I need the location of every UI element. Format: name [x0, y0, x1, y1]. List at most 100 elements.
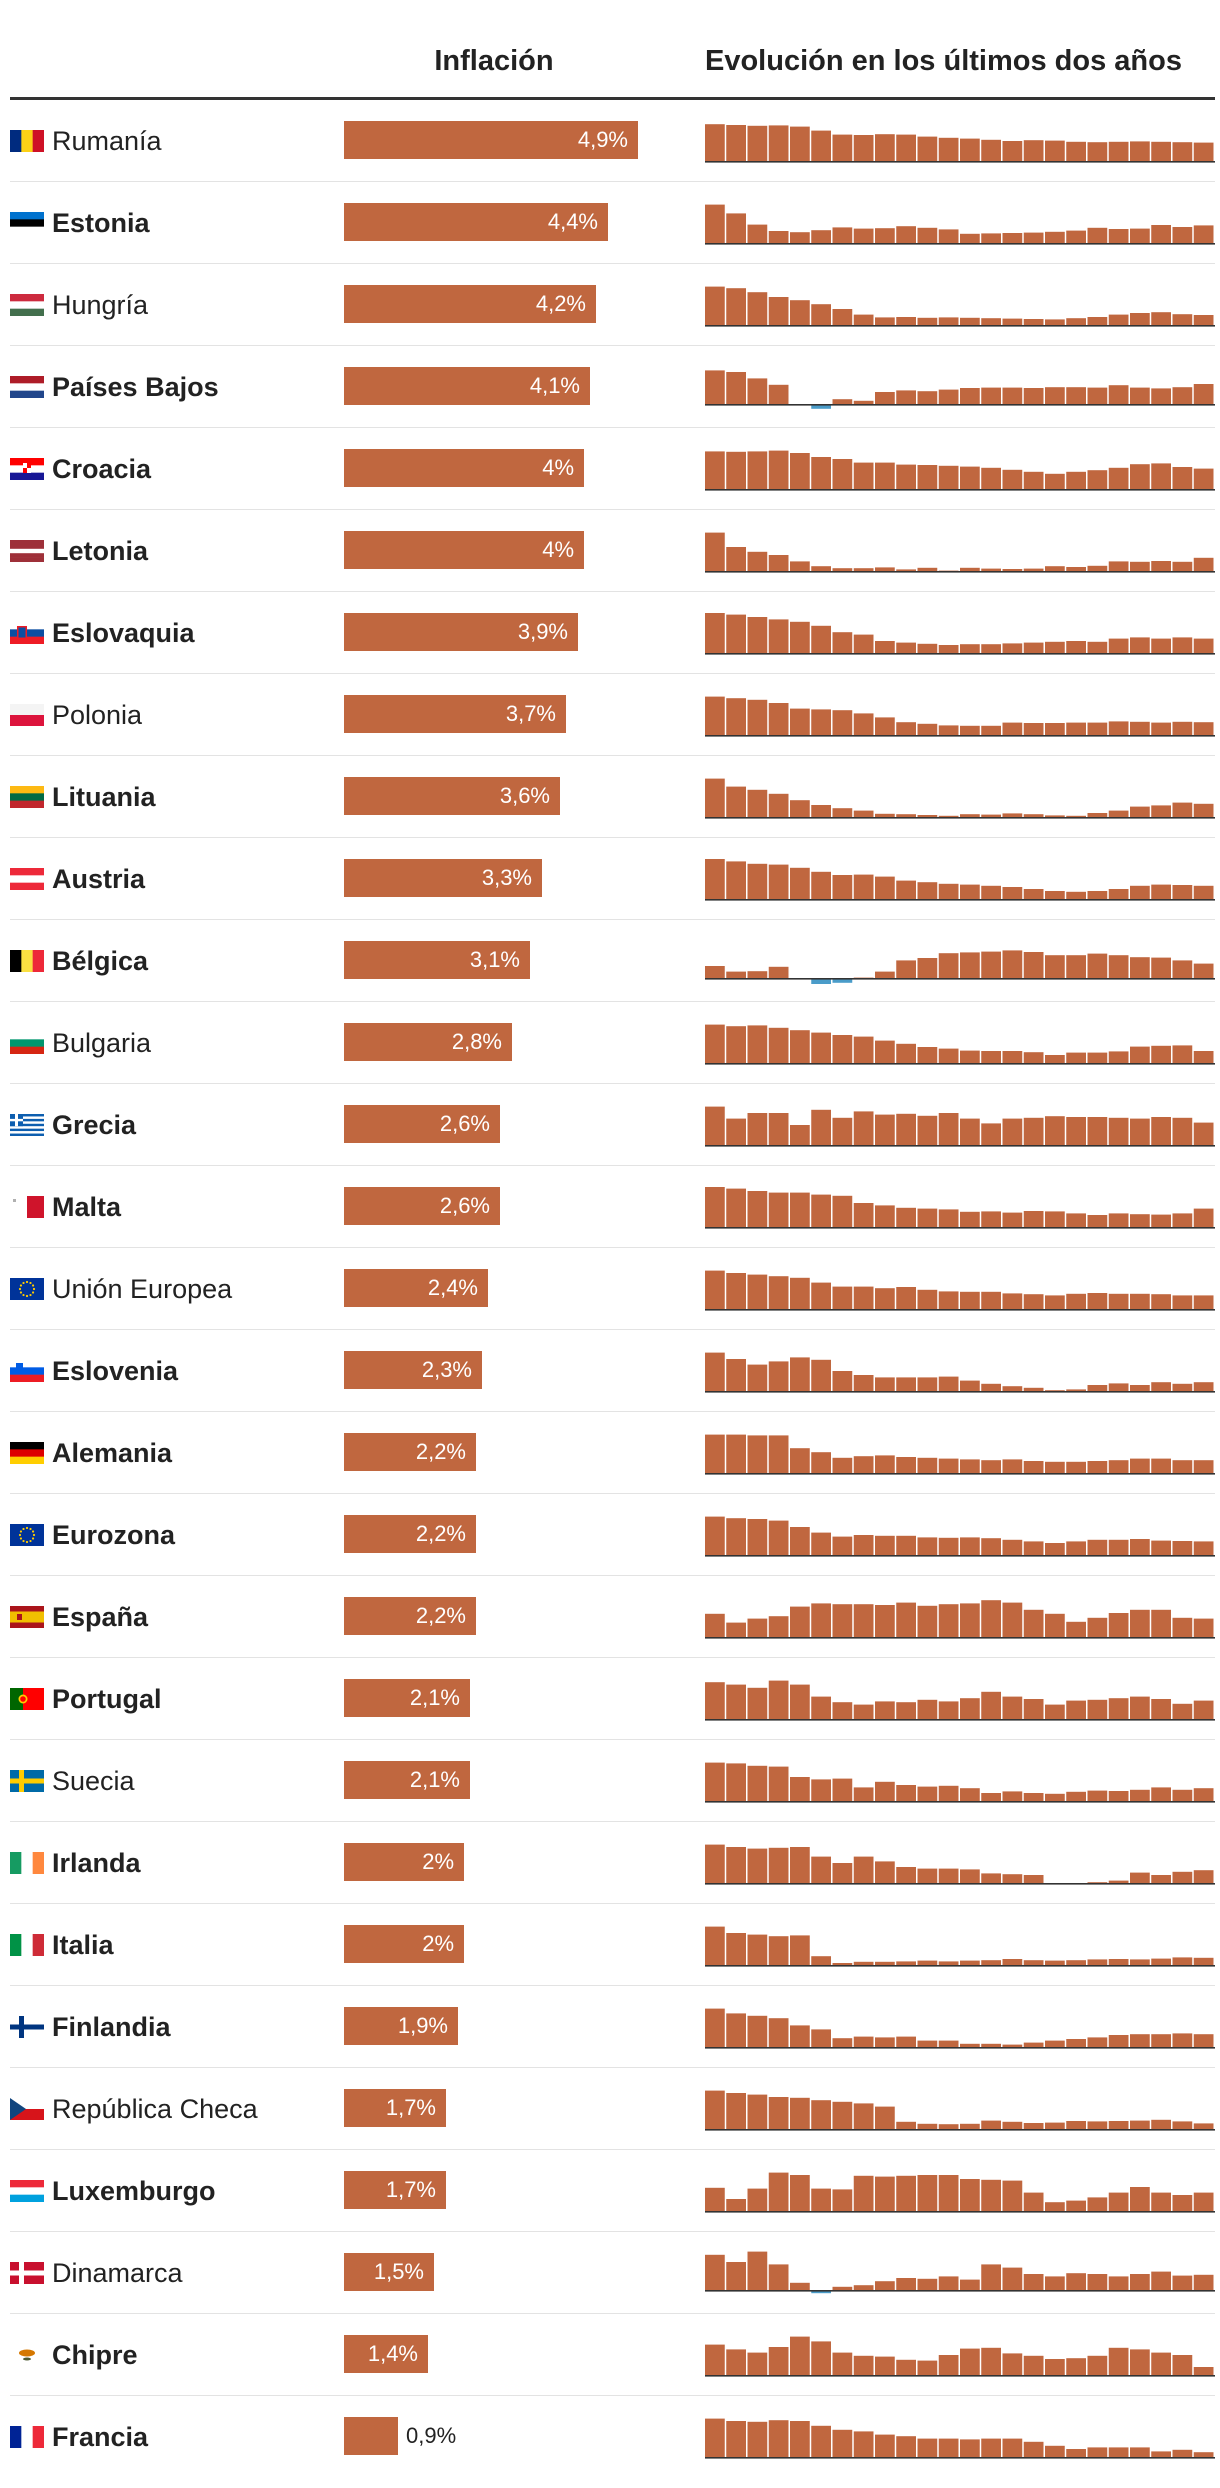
evolution-sparkline: [705, 286, 1215, 327]
sparkline-bar: [726, 1434, 746, 1473]
sparkline-bar: [896, 569, 916, 571]
sparkline-bar: [790, 1125, 810, 1145]
sparkline-bar: [811, 566, 831, 571]
sparkline-bar: [811, 1032, 831, 1063]
sparkline-bar: [1172, 387, 1193, 404]
sparkline-bar: [811, 1696, 831, 1719]
sparkline-bar: [853, 634, 874, 653]
sparkline-bar: [1002, 1696, 1023, 1719]
sparkline-bar: [811, 1603, 831, 1637]
country-name: Malta: [52, 1192, 122, 1222]
sparkline-bar: [705, 1187, 725, 1227]
inflation-bar: [344, 1843, 464, 1881]
sparkline-bar: [1023, 1117, 1044, 1145]
sparkline-bar: [1108, 2121, 1129, 2129]
country-name: Irlanda: [52, 1848, 141, 1878]
sparkline-bar: [938, 1701, 959, 1719]
sparkline-bar: [1172, 2121, 1193, 2129]
sparkline-bar: [747, 2352, 768, 2375]
flag-icon: [10, 2344, 44, 2366]
evolution-sparkline: [705, 1106, 1215, 1147]
sparkline-bar: [705, 1352, 725, 1391]
inflation-bar: [344, 1925, 464, 1963]
sparkline-bar: [832, 875, 853, 899]
sparkline-bar: [726, 1188, 746, 1227]
sparkline-bar: [811, 2100, 831, 2129]
country-row: Grecia 2,6%: [0, 1084, 1220, 1166]
flag-icon: [10, 1442, 44, 1464]
sparkline-bar: [1130, 1118, 1150, 1145]
sparkline-bar: [1172, 721, 1193, 735]
sparkline-bar: [705, 613, 725, 653]
evolution-sparkline: [705, 1926, 1215, 1967]
sparkline-bar: [853, 1286, 874, 1309]
sparkline-bar: [1193, 2452, 1214, 2457]
sparkline-bar: [1151, 2192, 1171, 2211]
sparkline-bar: [747, 617, 768, 653]
evolution-sparkline: [705, 613, 1215, 655]
sparkline-bar: [790, 561, 810, 571]
sparkline-bar: [811, 805, 831, 817]
country-name: Eurozona: [52, 1520, 176, 1550]
inflation-bar: [344, 2171, 446, 2209]
evolution-sparkline: [705, 124, 1215, 163]
flag-icon: [10, 1934, 44, 1956]
country-row: Portugal 2,1%: [0, 1658, 1220, 1740]
sparkline-bar: [726, 861, 746, 899]
sparkline-bar: [875, 813, 895, 817]
sparkline-bar: [1066, 471, 1086, 489]
sparkline-bar: [875, 641, 895, 653]
inflation-value-label: 0,9%: [406, 2423, 457, 2448]
sparkline-bar: [917, 958, 938, 978]
sparkline-bar: [981, 951, 1001, 978]
country-name: Bélgica: [52, 946, 149, 976]
sparkline-bar: [1023, 1052, 1044, 1063]
sparkline-bar: [917, 1047, 938, 1063]
inflation-bar: [344, 2089, 446, 2127]
sparkline-bar: [1087, 2274, 1108, 2290]
inflation-value-label: 2,3%: [421, 1357, 472, 1382]
sparkline-bar: [1172, 1617, 1193, 1637]
sparkline-bar: [917, 2278, 938, 2290]
sparkline-bar: [1045, 319, 1065, 325]
inflation-value-label: 2%: [422, 1849, 454, 1874]
sparkline-bar: [1002, 141, 1023, 161]
sparkline-bar: [1108, 955, 1129, 978]
sparkline-bar: [875, 1961, 895, 1965]
sparkline-bar: [1087, 387, 1108, 404]
sparkline-bar: [1045, 1055, 1065, 1063]
sparkline-bar: [1151, 957, 1171, 978]
sparkline-bar: [705, 2254, 725, 2290]
sparkline-bar: [917, 882, 938, 899]
sparkline-bar: [960, 725, 980, 735]
sparkline-bar: [1045, 387, 1065, 404]
sparkline-bar: [1172, 1213, 1193, 1227]
sparkline-bar: [1087, 641, 1108, 653]
sparkline-bar: [1002, 2180, 1023, 2211]
sparkline-bar: [1193, 638, 1214, 653]
sparkline-bar: [853, 2431, 874, 2457]
sparkline-bar: [1087, 1461, 1108, 1473]
sparkline-bar: [747, 292, 768, 325]
sparkline-bar: [1172, 1957, 1193, 1965]
country-row: Unión Europea 2,4%: [0, 1248, 1220, 1330]
inflation-bar: [344, 2417, 398, 2455]
country-row: Lituania 3,6%: [0, 756, 1220, 838]
sparkline-bar: [938, 2276, 959, 2290]
sparkline-bar: [1130, 1959, 1150, 1965]
sparkline-bar: [981, 1691, 1001, 1719]
sparkline-bar: [1172, 467, 1193, 489]
sparkline-bar: [853, 1961, 874, 1965]
sparkline-bar: [747, 1435, 768, 1473]
sparkline-bar: [811, 2341, 831, 2375]
sparkline-bar: [917, 1699, 938, 1719]
sparkline-bar: [896, 1961, 916, 1965]
sparkline-bar: [917, 2175, 938, 2211]
sparkline-bar: [960, 1459, 980, 1473]
row-divider: [10, 1739, 1215, 1740]
sparkline-bar: [1151, 722, 1171, 735]
sparkline-bar: [896, 1043, 916, 1063]
sparkline-bar: [832, 2038, 853, 2047]
sparkline-bar: [747, 1519, 768, 1555]
sparkline-bar: [726, 288, 746, 325]
